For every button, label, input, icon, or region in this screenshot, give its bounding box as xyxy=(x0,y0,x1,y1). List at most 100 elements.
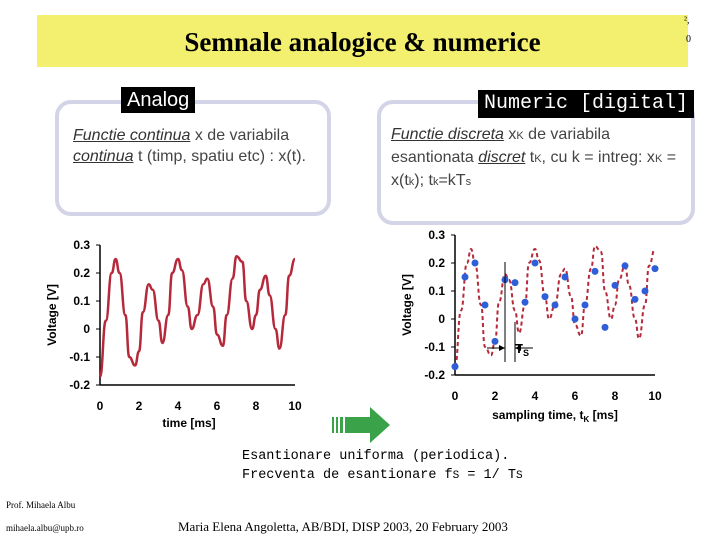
corner-text-bottom: 0 xyxy=(686,34,691,45)
arrow-body xyxy=(345,407,390,443)
sample-point xyxy=(571,315,579,323)
ts-arrowhead-left-icon xyxy=(499,345,505,351)
sample-point xyxy=(481,301,489,309)
digital-description: Functie discreta xK de variabila esantio… xyxy=(391,124,691,193)
a-x-tick-label: 2 xyxy=(136,399,143,413)
digital-x-axis-label: sampling time, tK [ms] xyxy=(492,408,618,424)
title-bar xyxy=(37,15,688,67)
note-text-b: = 1/ T xyxy=(459,468,516,483)
sample-point xyxy=(601,323,609,331)
analog-label: Analog xyxy=(121,87,196,113)
digital-sub-6: s xyxy=(465,176,472,188)
d-x-tick-label: 8 xyxy=(612,389,619,403)
sample-point xyxy=(621,262,629,270)
analog-description: Functie continua x de variabila continua… xyxy=(73,125,323,167)
a-x-tick-label: 4 xyxy=(175,399,182,413)
d-y-tick-label: 0.2 xyxy=(428,256,445,270)
a-y-tick-label: 0.2 xyxy=(73,266,90,280)
digital-text-5: = x(t xyxy=(391,149,677,189)
d-y-tick-label: 0.1 xyxy=(428,284,445,298)
digital-sub-1: K xyxy=(516,130,524,142)
a-x-tick-label: 0 xyxy=(97,399,104,413)
ts-annotation: TS xyxy=(515,341,529,358)
digital-sub-5: k xyxy=(432,176,439,188)
a-y-tick-label: -0.1 xyxy=(69,350,90,364)
ts-subscript: S xyxy=(523,348,529,358)
digital-sub-2: K xyxy=(534,153,542,165)
digital-text-7: =kT xyxy=(438,172,466,189)
sample-point xyxy=(451,363,459,371)
digital-y-axis-label: Voltage [V] xyxy=(400,274,414,336)
a-y-tick-label: 0.3 xyxy=(73,238,90,252)
a-x-tick-label: 6 xyxy=(214,399,221,413)
ts-arrowhead-right-icon xyxy=(515,345,521,351)
d-y-tick-label: -0.1 xyxy=(424,340,445,354)
arrow-stripe-3 xyxy=(340,417,343,433)
sample-point xyxy=(611,281,619,289)
digital-emphasis-1: Functie discreta xyxy=(391,126,504,143)
arrow-stripe-2 xyxy=(336,417,338,433)
digital-xlabel-sub: K xyxy=(583,415,589,424)
arrow-stripe-1 xyxy=(332,417,334,433)
a-y-tick-label: 0 xyxy=(83,322,90,336)
sample-point xyxy=(641,287,649,295)
a-y-tick-label: 0.1 xyxy=(73,294,90,308)
digital-text-3: t xyxy=(525,149,535,166)
green-arrow-icon xyxy=(332,407,390,443)
sample-point xyxy=(461,273,469,281)
analog-text-1: x de variabila xyxy=(190,127,290,144)
sample-point xyxy=(511,279,519,287)
digital-text-2: de variabila esantionata xyxy=(391,126,611,166)
analog-emphasis-2: continua xyxy=(73,148,134,165)
sample-point xyxy=(541,293,549,301)
sample-point xyxy=(651,265,659,273)
sampling-note-line-2: Frecventa de esantionare fS = 1/ TS xyxy=(242,466,523,486)
digital-label: Numeric [digital] xyxy=(478,90,695,118)
digital-emphasis-2: discret xyxy=(478,149,526,166)
a-y-tick-label: -0.2 xyxy=(69,378,90,392)
d-x-tick-label: 6 xyxy=(572,389,579,403)
a-x-tick-label: 8 xyxy=(253,399,260,413)
digital-text-1: x xyxy=(503,126,517,143)
sample-point xyxy=(471,259,479,267)
analog-text-2: t (timp, spatiu etc) : x(t). xyxy=(133,148,306,165)
sampling-note: Esantionare uniforma (periodica). Frecve… xyxy=(242,447,523,486)
d-y-tick-label: 0.3 xyxy=(428,228,445,242)
d-x-tick-label: 4 xyxy=(532,389,539,403)
note-sub-2: S xyxy=(515,470,523,482)
sample-point xyxy=(631,295,639,303)
ts-letter: T xyxy=(515,341,523,356)
d-x-tick-label: 10 xyxy=(648,389,662,403)
sample-point xyxy=(491,337,499,345)
sample-point xyxy=(561,273,569,281)
source-citation: Maria Elena Angoletta, AB/BDI, DISP 2003… xyxy=(178,519,508,534)
sample-point xyxy=(591,267,599,275)
a-x-tick-label: 10 xyxy=(288,399,302,413)
sample-point xyxy=(551,301,559,309)
analog-signal-line xyxy=(98,254,296,378)
note-sub-1: S xyxy=(452,470,460,482)
corner-text-top: ², xyxy=(684,15,690,26)
note-text-a: Frecventa de esantionare f xyxy=(242,468,453,483)
digital-underlying-signal xyxy=(454,245,656,368)
digital-text-4: , cu k = intreg: x xyxy=(541,149,655,166)
d-y-tick-label: 0 xyxy=(438,312,445,326)
slide-title: Semnale analogice & numerice xyxy=(184,27,541,57)
digital-text-6: ); t xyxy=(414,172,433,189)
digital-box xyxy=(377,100,695,225)
analog-emphasis-1: Functie continua xyxy=(73,127,191,144)
digital-xlabel-unit: [ms] xyxy=(589,408,618,422)
d-y-tick-label: -0.2 xyxy=(424,368,445,382)
digital-sub-4: k xyxy=(408,176,415,188)
author-email: mihaela.albu@upb.ro xyxy=(6,523,84,533)
analog-y-axis-label: Voltage [V] xyxy=(45,284,59,346)
author-name: Prof. Mihaela Albu xyxy=(6,500,76,510)
digital-sub-3: K xyxy=(654,153,663,165)
digital-chart: 0.3 0.2 0.1 0 -0.1 -0.2 0 2 4 6 8 10 TS sampling t… xyxy=(400,228,662,424)
sampling-note-line-1: Esantionare uniforma (periodica). xyxy=(242,449,510,464)
sample-point xyxy=(521,298,529,306)
sample-point xyxy=(531,259,539,267)
d-x-tick-label: 2 xyxy=(492,389,499,403)
d-x-tick-label: 0 xyxy=(452,389,459,403)
analog-chart: 0.3 0.2 0.1 0 -0.1 -0.2 0 2 4 6 8 10 time [ms] Vol… xyxy=(45,238,302,430)
